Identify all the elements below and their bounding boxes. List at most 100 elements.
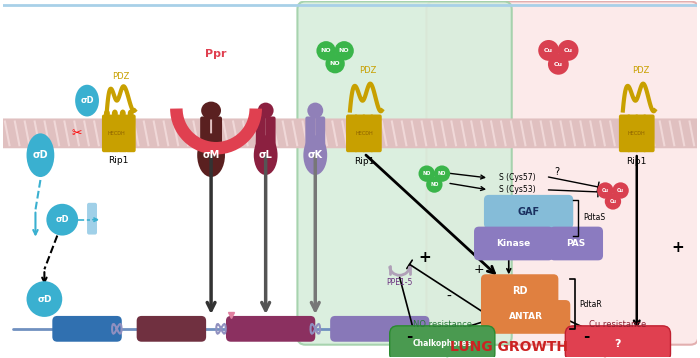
Text: Ppr: Ppr: [205, 49, 227, 59]
FancyBboxPatch shape: [87, 203, 97, 234]
Ellipse shape: [104, 110, 110, 117]
Text: -: -: [583, 329, 589, 344]
Text: Rip1: Rip1: [626, 157, 647, 166]
FancyBboxPatch shape: [426, 1, 699, 345]
Ellipse shape: [258, 103, 274, 118]
FancyBboxPatch shape: [346, 115, 358, 152]
Text: NO: NO: [339, 48, 349, 53]
Text: Cu: Cu: [610, 199, 617, 204]
Text: HECDH: HECDH: [108, 131, 126, 136]
Ellipse shape: [112, 110, 118, 117]
FancyBboxPatch shape: [330, 316, 429, 342]
FancyBboxPatch shape: [212, 116, 222, 150]
FancyBboxPatch shape: [566, 326, 671, 358]
Ellipse shape: [419, 165, 435, 182]
Text: +: +: [474, 263, 484, 276]
FancyBboxPatch shape: [481, 274, 559, 308]
Ellipse shape: [197, 134, 225, 177]
Text: NO: NO: [430, 182, 438, 187]
FancyBboxPatch shape: [266, 116, 276, 150]
Ellipse shape: [558, 40, 578, 61]
FancyBboxPatch shape: [102, 115, 112, 152]
Ellipse shape: [127, 110, 134, 117]
FancyBboxPatch shape: [3, 118, 697, 148]
Ellipse shape: [426, 176, 442, 193]
FancyBboxPatch shape: [110, 115, 120, 152]
Text: S (Cys53): S (Cys53): [499, 185, 536, 194]
Text: -: -: [406, 329, 413, 344]
FancyBboxPatch shape: [481, 300, 570, 334]
Text: ?: ?: [615, 339, 621, 349]
FancyBboxPatch shape: [298, 1, 512, 345]
Text: Cu: Cu: [564, 48, 573, 53]
FancyBboxPatch shape: [370, 115, 382, 152]
Text: S (Cys57): S (Cys57): [499, 173, 536, 182]
FancyBboxPatch shape: [550, 227, 603, 260]
FancyBboxPatch shape: [126, 115, 136, 152]
FancyBboxPatch shape: [136, 316, 206, 342]
FancyBboxPatch shape: [226, 316, 315, 342]
Text: Chalkophores: Chalkophores: [413, 339, 472, 348]
Ellipse shape: [27, 281, 62, 317]
Text: HECDH: HECDH: [355, 131, 373, 136]
Ellipse shape: [538, 40, 559, 61]
FancyBboxPatch shape: [474, 227, 554, 260]
Ellipse shape: [120, 110, 126, 117]
Ellipse shape: [303, 135, 327, 175]
Text: Cu: Cu: [617, 188, 624, 193]
Text: ✂: ✂: [72, 127, 83, 140]
Text: ANTAR: ANTAR: [509, 313, 542, 321]
FancyBboxPatch shape: [315, 116, 326, 150]
Ellipse shape: [434, 165, 450, 182]
Ellipse shape: [548, 54, 569, 75]
FancyBboxPatch shape: [200, 116, 210, 150]
Ellipse shape: [75, 85, 99, 116]
Text: σD: σD: [80, 96, 94, 105]
Text: Cu: Cu: [544, 48, 553, 53]
Text: σM: σM: [202, 150, 220, 160]
Text: PAS: PAS: [566, 239, 586, 248]
Text: Rip1: Rip1: [354, 157, 374, 166]
Text: NO: NO: [330, 61, 340, 66]
FancyBboxPatch shape: [626, 115, 638, 152]
Text: GAF: GAF: [517, 207, 540, 217]
Text: PdtaR: PdtaR: [579, 300, 602, 309]
Ellipse shape: [254, 135, 278, 175]
Text: σL: σL: [259, 150, 272, 160]
Text: NO: NO: [423, 171, 431, 176]
Ellipse shape: [46, 204, 78, 236]
Text: NO resistance: NO resistance: [413, 320, 472, 329]
FancyBboxPatch shape: [643, 115, 654, 152]
Text: RD: RD: [512, 286, 527, 296]
FancyBboxPatch shape: [484, 195, 573, 229]
Text: PDZ: PDZ: [359, 66, 377, 75]
Ellipse shape: [612, 182, 629, 199]
Text: Kinase: Kinase: [496, 239, 531, 248]
Ellipse shape: [201, 102, 221, 120]
FancyBboxPatch shape: [118, 115, 127, 152]
Ellipse shape: [597, 182, 613, 199]
Text: σK: σK: [308, 150, 323, 160]
Text: PPE1-5: PPE1-5: [386, 278, 413, 287]
Text: σD: σD: [37, 295, 52, 304]
Text: NO: NO: [321, 48, 331, 53]
Text: σD: σD: [55, 215, 69, 224]
Text: Cu: Cu: [554, 62, 563, 67]
Ellipse shape: [316, 41, 336, 61]
FancyBboxPatch shape: [390, 326, 495, 358]
Text: PdtaS: PdtaS: [583, 213, 606, 222]
Text: LUNG GROWTH: LUNG GROWTH: [450, 340, 568, 354]
Text: +: +: [671, 240, 684, 255]
Text: -: -: [447, 290, 452, 304]
FancyBboxPatch shape: [362, 115, 374, 152]
Ellipse shape: [335, 41, 354, 61]
FancyBboxPatch shape: [635, 115, 647, 152]
Text: PDZ: PDZ: [632, 66, 650, 75]
Ellipse shape: [326, 54, 345, 73]
FancyBboxPatch shape: [256, 116, 266, 150]
Text: HECDH: HECDH: [628, 131, 645, 136]
Ellipse shape: [307, 103, 323, 118]
Text: NO: NO: [438, 171, 446, 176]
Ellipse shape: [605, 193, 621, 210]
Text: +: +: [418, 250, 430, 265]
